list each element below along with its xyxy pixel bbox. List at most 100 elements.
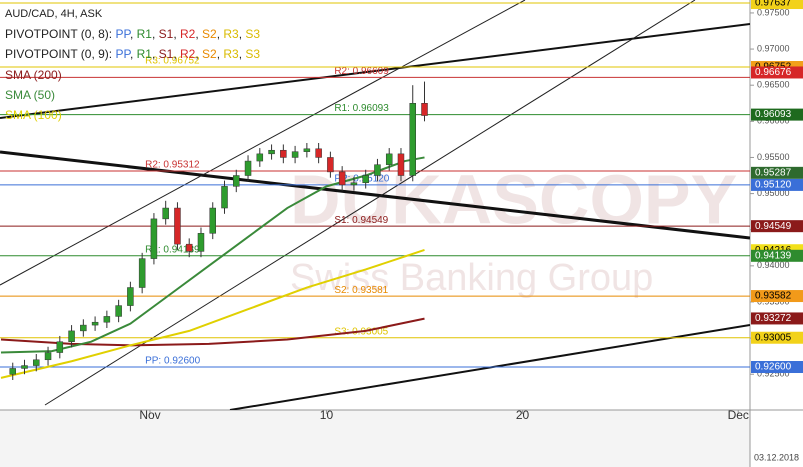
- price-tag-label: 0.92600: [755, 362, 792, 373]
- y-tick-label: 0.97500: [757, 7, 790, 17]
- legend-item: S1: [159, 47, 174, 61]
- legend-item: S1: [159, 27, 174, 41]
- candle-body: [138, 258, 146, 288]
- price-tag-label: 0.94139: [755, 250, 792, 261]
- candle-body: [315, 148, 322, 158]
- x-tick-label: Dec: [728, 408, 749, 422]
- price-tag: [751, 0, 803, 10]
- price-tag: [751, 178, 803, 191]
- legend-item: R3: [223, 27, 239, 41]
- price-tag-label: 0.93005: [755, 332, 792, 343]
- candle-body: [162, 207, 169, 220]
- candle-body: [350, 182, 358, 186]
- y-tick-label: 0.94000: [757, 260, 790, 270]
- candle-body: [409, 103, 416, 176]
- candle-body: [291, 151, 299, 158]
- price-tag-label: 0.95120: [755, 180, 792, 191]
- legend-separator: ,: [152, 47, 159, 61]
- pivot-label: PP: 0.92600: [145, 356, 200, 367]
- pivot-levels: R3: 0.97637 R2: 0.96609 R1: 0.96093 PP: 0.9…: [0, 0, 750, 368]
- candle-body: [150, 218, 158, 259]
- legend-separator: ,: [195, 27, 202, 41]
- price-tag: [751, 108, 803, 121]
- candle-body: [421, 103, 428, 116]
- candle-body: [44, 352, 52, 361]
- plot-area: [0, 81, 428, 381]
- candle-body: [221, 186, 228, 209]
- price-tag: [751, 290, 803, 303]
- legend-label: PIVOTPOINT (0, 9):: [5, 47, 112, 61]
- price-tag: [751, 361, 803, 374]
- date-label: 03.12.2018: [754, 452, 799, 462]
- pivot-label: R3: 0.96752: [145, 56, 200, 67]
- candle-body: [127, 287, 134, 306]
- y-tick-label: 0.97000: [757, 43, 790, 53]
- pivot-label: R1: 0.94139: [145, 244, 200, 255]
- legend-separator: ,: [173, 47, 180, 61]
- price-tag: [751, 220, 803, 233]
- candle-body: [103, 316, 111, 323]
- pivot-label: R3: 0.97637: [334, 0, 389, 3]
- pivot-label: R2: 0.96609: [334, 66, 389, 77]
- legend-item: S3: [245, 47, 260, 61]
- legend-item: R2: [180, 27, 196, 41]
- price-tag-label: 0.96676: [755, 67, 792, 78]
- candle-body: [280, 149, 287, 158]
- candle-body: [397, 153, 405, 176]
- volume-panel: [0, 410, 750, 467]
- trend-lines: [0, 0, 750, 410]
- chart-title: AUD/CAD, 4H, ASK: [5, 8, 103, 20]
- candle-body: [338, 171, 346, 186]
- sma-line: [0, 156, 425, 354]
- legend-separator: ,: [130, 27, 137, 41]
- candle-body: [244, 160, 252, 176]
- candle-body: [21, 365, 28, 369]
- legend-item: S2: [202, 47, 217, 61]
- x-tick-label: 10: [320, 408, 334, 422]
- pivot-label: S2: 0.93581: [334, 285, 388, 296]
- candle-body: [327, 157, 334, 173]
- pivot-label: R2: 0.95312: [145, 160, 200, 171]
- legend-separator: ,: [130, 47, 137, 61]
- channel-line: [0, 0, 526, 286]
- sma-line: [0, 248, 425, 379]
- legend-item: S2: [202, 27, 217, 41]
- pivot-label: PP: 0.95120: [334, 174, 389, 185]
- x-tick-label: Nov: [139, 408, 160, 422]
- x-tick-label: 20: [516, 408, 530, 422]
- y-tick-label: 0.95000: [757, 188, 790, 198]
- legend-entry: SMA (200): [5, 68, 62, 82]
- watermark: DUKASCOPY: [290, 160, 737, 238]
- candle-body: [209, 207, 216, 234]
- candle-body: [385, 153, 393, 165]
- legend-entry: SMA (50): [5, 88, 55, 102]
- price-tag-label: 0.95287: [755, 167, 792, 178]
- price-tag: [751, 166, 803, 179]
- legend-entry: SMA (100): [5, 108, 62, 122]
- legend-separator: ,: [239, 47, 246, 61]
- candle-body: [303, 148, 311, 152]
- candle-body: [185, 243, 193, 252]
- legend-entry: PIVOTPOINT (0, 9): PP, R1, S1, R2, S2, R…: [5, 47, 260, 61]
- watermark: Swiss Banking Group: [290, 257, 653, 299]
- candle-body: [362, 175, 369, 183]
- candle-body: [197, 233, 205, 252]
- legend-item: S3: [245, 27, 260, 41]
- price-tag: [751, 249, 803, 262]
- candle-body: [256, 153, 264, 162]
- trend-line: [0, 23, 750, 119]
- price-tag-label: 0.96093: [755, 109, 792, 120]
- candle-body: [91, 321, 99, 326]
- price-tag: [751, 331, 803, 344]
- legend-separator: ,: [173, 27, 180, 41]
- pivot-label: R1: 0.96093: [334, 103, 389, 114]
- trend-line: [0, 150, 750, 240]
- y-axis: 0.97500 0.97000 0.96500 0.96000 0.95500 0.950…: [139, 0, 803, 422]
- price-tag-label: 0.94549: [755, 221, 792, 232]
- legend-item: PP: [115, 27, 131, 41]
- legend-item: PP: [115, 47, 131, 61]
- price-tag-label: 0.93582: [755, 291, 792, 302]
- y-tick-label: 0.96000: [757, 116, 790, 126]
